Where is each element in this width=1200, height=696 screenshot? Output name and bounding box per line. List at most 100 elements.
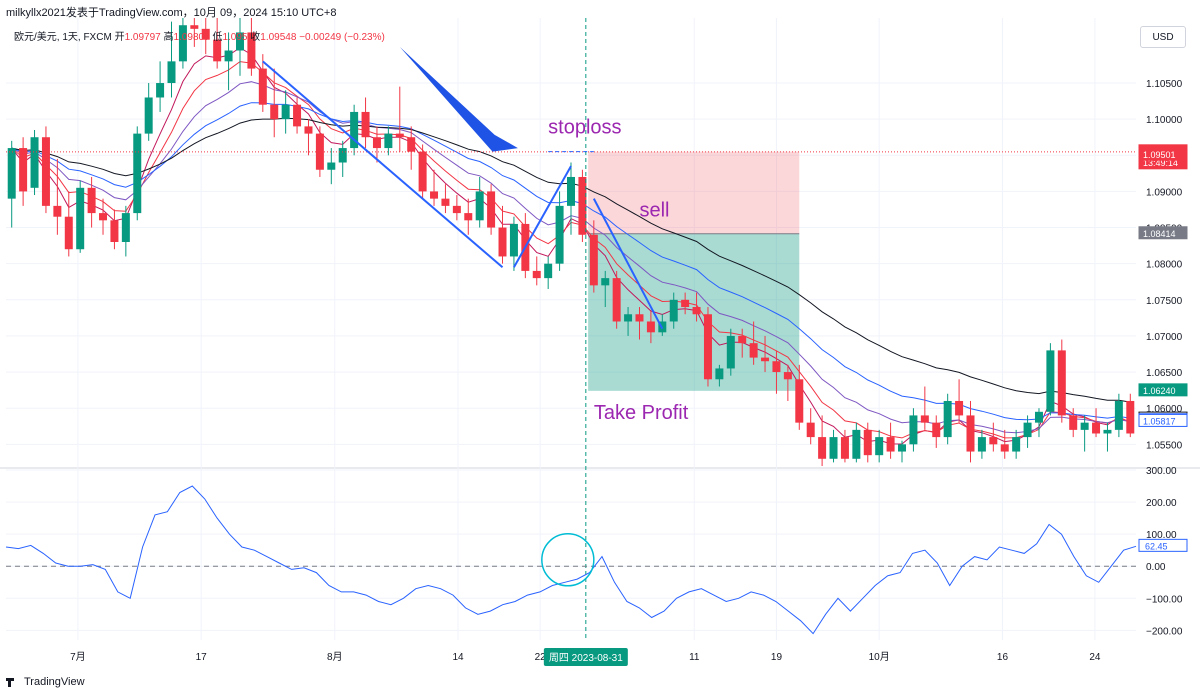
candle-up [567,176,575,206]
candle-up [1034,411,1043,423]
time-tick-label: 16 [997,652,1009,663]
candle-up [829,437,838,459]
open-label: 开 [114,32,125,43]
candle-down [1069,415,1078,430]
change-value: −0.00249 (−0.23%) [299,32,385,43]
candle-down [315,133,324,170]
candle-up [76,187,85,250]
crosshair-date-label: 周四 2023-08-31 [549,652,623,664]
price-tag-box [1138,147,1188,161]
candle-up [875,437,884,456]
price-tag-box [1138,226,1188,240]
candle-up [7,148,16,199]
candle-down [966,415,975,452]
stoploss-annotation: stoploss [548,117,621,139]
candle-down [452,205,461,214]
candle-up [235,32,244,51]
candle-up [281,104,290,120]
candle-up [509,223,518,257]
candle-up [726,335,735,369]
candle-down [1057,350,1066,416]
time-tick-label: 17 [196,652,208,663]
candle-down [430,191,439,199]
candle-up [156,83,165,98]
candle-down [989,437,998,445]
candle-down [692,307,701,315]
osc-tick-label: 200.00 [1146,498,1177,509]
candle-up [144,97,153,134]
candle-up [601,278,610,286]
candle-down [99,213,108,221]
candle-down [886,437,895,452]
candle-down [818,437,827,459]
price-tick-label: 1.07000 [1146,332,1183,343]
candle-down [247,32,256,69]
candle-down [372,137,381,149]
candle-down [772,361,781,373]
candle-down [589,234,598,286]
candle-down [1092,422,1101,434]
candle-down [532,270,541,279]
candle-up [898,444,907,452]
price-tag-box [1138,383,1188,397]
footer-brand[interactable]: TradingView [6,676,85,688]
osc-tick-label: 0.00 [1146,562,1166,573]
price-tick-label: 1.06500 [1146,368,1183,379]
price-pane [6,18,1136,466]
candle-down [681,299,690,308]
candle-up [1080,422,1089,430]
candle-up [852,429,861,459]
candle-up [1023,422,1032,438]
price-tag-box [1138,413,1188,427]
candle-down [441,198,450,206]
osc-tick-label: −100.00 [1146,594,1183,605]
candle-up [555,205,564,264]
time-tick-label: 8月 [327,651,343,663]
high-value: 1.09807 [173,32,210,43]
take-profit-annotation: Take Profit [594,402,689,424]
candle-down [612,278,621,322]
symbol-label: 欧元/美元, 1天, FXCM [14,32,112,43]
candle-down [64,216,73,250]
candle-down [270,104,279,120]
candle-down [761,357,770,362]
candle-down [932,422,941,438]
candle-up [178,25,187,62]
low-label: 低 [212,32,223,43]
candle-down [110,220,119,242]
price-tick-label: 1.06000 [1146,404,1183,415]
candle-down [635,314,644,322]
candle-up [167,61,176,84]
candle-down [1000,444,1009,452]
drop-trend-arrow [592,198,664,330]
price-tag: 1.06240 [1138,383,1188,397]
price-tick-label: 1.07500 [1146,296,1183,307]
currency-button[interactable]: USD [1140,26,1186,48]
time-tick-label: 11 [689,652,700,663]
candle-up [1012,437,1021,452]
candle-up [30,137,39,188]
osc-tick-label: 300.00 [1146,466,1177,477]
price-tick-label: 1.09000 [1146,187,1183,198]
osc-tick-label: −200.00 [1146,626,1183,637]
price-tick-label: 1.05500 [1146,440,1183,451]
candle-up [977,437,986,452]
candle-up [327,162,336,170]
open-value: 1.09797 [124,32,161,43]
close-value: 1.09548 [260,32,297,43]
price-tag-label: 1.09501 [1143,150,1176,160]
candle-up [350,111,359,149]
time-tick-label: 24 [1089,652,1101,663]
tradingview-logo-icon [6,677,20,687]
price-tick-label: 1.10000 [1146,115,1183,126]
price-tag-label: 1.06240 [1143,386,1176,396]
osc-highlight-circle [541,533,595,587]
price-tag-label: 1.05817 [1143,416,1176,426]
candle-down [578,176,587,235]
candle-down [806,422,815,438]
low-value: 1.095 [222,32,248,43]
candle-up [121,213,130,242]
ohlc-legend: 欧元/美元, 1天, FXCM 开1.09797 高1.09807 低1.095… [14,28,385,43]
